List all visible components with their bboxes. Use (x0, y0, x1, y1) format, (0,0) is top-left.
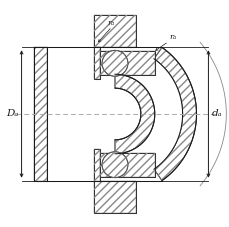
Text: dₐ: dₐ (211, 109, 222, 118)
Polygon shape (100, 153, 154, 177)
Polygon shape (94, 149, 100, 181)
Text: rₐ: rₐ (107, 19, 114, 27)
Polygon shape (47, 47, 75, 181)
Polygon shape (94, 181, 135, 213)
Polygon shape (94, 47, 100, 79)
Text: rₐ: rₐ (168, 33, 175, 42)
Polygon shape (153, 47, 196, 181)
Polygon shape (114, 74, 154, 154)
Polygon shape (94, 15, 135, 47)
Polygon shape (100, 51, 154, 75)
Polygon shape (137, 59, 182, 169)
Circle shape (102, 50, 127, 76)
Polygon shape (33, 47, 47, 181)
Text: Dₐ: Dₐ (6, 109, 19, 118)
Circle shape (102, 152, 127, 178)
